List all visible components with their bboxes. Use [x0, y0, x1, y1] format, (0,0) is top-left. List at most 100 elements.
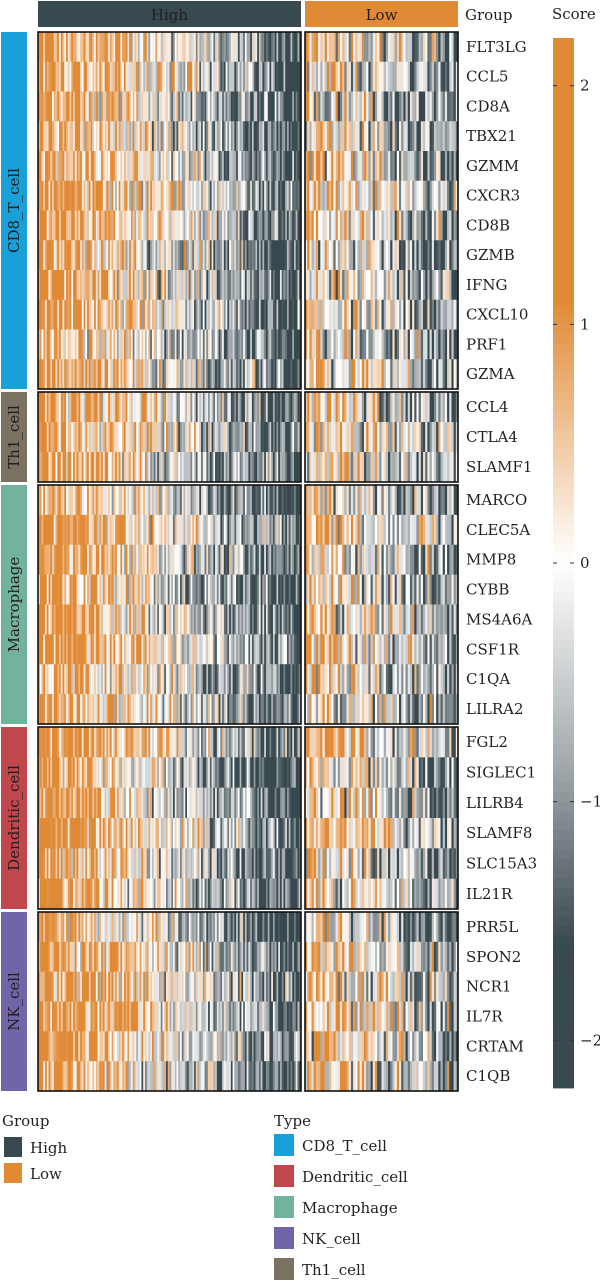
heatmap-cell	[414, 544, 417, 575]
heatmap-cell	[453, 180, 457, 211]
heatmap-cell	[364, 544, 367, 575]
heatmap-cell	[407, 32, 411, 63]
heatmap-cell	[315, 485, 319, 516]
heatmap-cell	[342, 180, 345, 211]
heatmap-cell	[438, 514, 441, 546]
heatmap-cell	[66, 210, 69, 241]
heatmap-cell	[453, 91, 457, 122]
heatmap-cell	[368, 329, 371, 360]
heatmap-cell	[377, 299, 380, 330]
heatmap-cell	[278, 180, 281, 211]
heatmap-cell	[215, 61, 218, 92]
heatmap-cell	[366, 91, 369, 122]
heatmap-cell	[157, 91, 160, 122]
heatmap-cell	[293, 180, 297, 211]
heatmap-cell	[370, 91, 374, 122]
heatmap-cell	[394, 270, 398, 301]
heatmap-cell	[104, 151, 107, 182]
heatmap-cell	[167, 61, 170, 92]
heatmap-cell	[361, 151, 365, 182]
heatmap-cell	[192, 121, 195, 152]
heatmap-cell	[392, 664, 395, 695]
heatmap-cell	[167, 91, 170, 122]
heatmap-cell	[255, 151, 258, 182]
heatmap-cell	[438, 91, 441, 122]
heatmap-cell	[449, 452, 452, 483]
heatmap-cell	[364, 151, 367, 182]
heatmap-cell	[169, 61, 172, 92]
heatmap-cell	[414, 270, 417, 301]
heatmap-cell	[311, 544, 315, 575]
heatmap-cell	[116, 180, 119, 211]
heatmap-cell	[178, 61, 181, 92]
heatmap-cell	[246, 180, 249, 211]
heatmap-cell	[329, 604, 332, 635]
heatmap-cell	[213, 180, 216, 211]
heatmap-cell	[164, 151, 167, 182]
heatmap-cell	[69, 121, 72, 152]
heatmap-cell	[337, 544, 341, 575]
heatmap-cell	[183, 151, 186, 182]
heatmap-cell	[80, 91, 83, 122]
heatmap-cell	[403, 329, 406, 360]
heatmap-cell	[342, 329, 345, 360]
heatmap-cell	[405, 61, 409, 92]
heatmap-cell	[99, 180, 102, 211]
heatmap-cell	[366, 61, 369, 92]
heatmap-cell	[305, 61, 308, 92]
heatmap-cell	[390, 299, 393, 330]
heatmap-cell	[453, 452, 457, 483]
heatmap-cell	[337, 151, 341, 182]
heatmap-cell	[129, 61, 132, 92]
heatmap-cell	[331, 359, 334, 390]
heatmap-cell	[438, 634, 441, 665]
heatmap-cell	[431, 32, 435, 63]
heatmap-cell	[236, 61, 239, 92]
heatmap-cell	[130, 61, 134, 92]
heatmap-cell	[313, 544, 317, 575]
heatmap-cell	[431, 299, 435, 330]
heatmap-cell	[403, 634, 406, 665]
heatmap-cell	[412, 485, 415, 516]
heatmap-cell	[361, 664, 365, 695]
heatmap-cell	[423, 452, 426, 483]
heatmap-cell	[257, 61, 260, 92]
heatmap-cell	[420, 485, 424, 516]
heatmap-cell	[418, 392, 422, 423]
heatmap-cell	[71, 210, 74, 241]
heatmap-cell	[329, 32, 332, 63]
heatmap-cell	[379, 61, 382, 92]
heatmap-cell	[279, 121, 283, 152]
heatmap-cell	[344, 299, 347, 330]
heatmap-cell	[88, 61, 91, 92]
heatmap-cell	[379, 664, 382, 695]
heatmap-cell	[201, 121, 204, 152]
heatmap-cell	[379, 299, 382, 330]
heatmap-cell	[315, 270, 319, 301]
heatmap-cell	[438, 240, 441, 271]
heatmap-cell	[309, 485, 312, 516]
heatmap-cell	[440, 32, 444, 63]
heatmap-cell	[366, 329, 369, 360]
heatmap-cell	[164, 121, 167, 152]
heatmap-cell	[377, 574, 380, 605]
heatmap-cell	[173, 151, 176, 182]
heatmap-cell	[418, 180, 422, 211]
heatmap-cell	[313, 121, 317, 152]
heatmap-cell	[427, 270, 430, 301]
heatmap-cell	[405, 299, 409, 330]
heatmap-cell	[350, 270, 354, 301]
heatmap-cell	[414, 121, 417, 152]
heatmap-cell	[429, 32, 433, 63]
heatmap-cell	[447, 392, 450, 423]
heatmap-cell	[199, 210, 202, 241]
heatmap-cell	[244, 61, 247, 92]
heatmap-cell	[396, 180, 400, 211]
heatmap-cell	[320, 485, 323, 516]
heatmap-cell	[281, 61, 284, 92]
heatmap-cell	[427, 329, 430, 360]
heatmap-cell	[209, 121, 212, 152]
heatmap-cell	[322, 544, 326, 575]
heatmap-cell	[388, 210, 391, 241]
heatmap-cell	[383, 151, 387, 182]
